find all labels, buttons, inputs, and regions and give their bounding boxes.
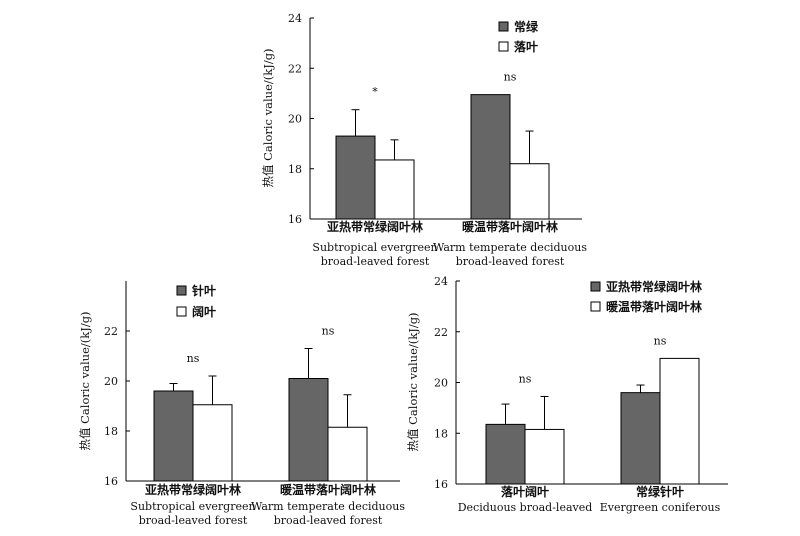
legend-swatch [176,285,187,296]
significance-marker: ns [322,325,335,338]
y-tick-label: 20 [104,375,118,388]
y-axis-title: 热值 Caloric value/(kJ/g) [78,311,92,450]
significance-marker: ns [187,352,200,365]
bar-white [524,428,565,485]
legend-swatch [498,41,509,52]
category-label-en: Warm temperate deciduous [251,500,405,513]
category-label-en: Subtropical evergreen [130,500,255,513]
chart-panel-1: 16 18 20 22 24 热值 Caloric value/(kJ/g) * 亚热带常绿阔… [261,12,587,268]
bar-gray [335,135,376,220]
category-label-zh: 暖温带落叶阔叶林 [462,219,558,234]
y-tick-label: 22 [434,326,448,339]
y-tick-label: 16 [104,475,118,488]
legend-swatch [176,306,187,317]
category-label-en: Evergreen coniferous [600,501,721,514]
legend-label: 常绿 [514,19,539,34]
legend-label: 针叶 [192,283,216,298]
y-axis-title: 热值 Caloric value/(kJ/g) [406,312,420,451]
category-label-en-line2: broad-leaved forest [321,255,430,268]
significance-marker: * [372,86,378,99]
legend-label: 暖温带落叶阔叶林 [606,299,702,314]
category-label-en: Subtropical evergreen [312,241,437,254]
y-axis-title: 热值 Caloric value/(kJ/g) [261,48,275,187]
bar-white [327,426,368,482]
bar-white [374,159,415,220]
category-label-zh: 落叶阔叶 [501,484,549,499]
category-label-en: Deciduous broad-leaved [458,501,593,514]
significance-marker: ns [519,372,532,385]
legend-swatch [590,281,601,292]
bar-white [509,163,550,220]
category-label-en-line2: broad-leaved forest [274,514,383,527]
bar-white [192,404,233,482]
y-tick-label: 22 [104,325,118,338]
bar-gray [153,390,194,482]
y-tick-label: 16 [288,213,302,226]
y-tick-label: 22 [288,62,302,75]
chart-panel-3: 16 18 20 22 24 热值 Caloric value/(kJ/g) ns 落叶阔叶 D… [406,275,728,514]
y-tick-label: 24 [434,275,448,288]
category-label-zh: 常绿针叶 [636,484,684,499]
bar-gray [470,94,511,220]
bar-gray [288,378,329,482]
category-label-zh: 暖温带落叶阔叶林 [280,482,376,497]
category-label-en-line2: broad-leaved forest [139,514,248,527]
bar-gray [485,423,526,485]
bar-white [659,357,700,485]
y-tick-label: 18 [288,163,302,176]
legend-label: 落叶 [514,39,538,54]
legend-label: 亚热带常绿阔叶林 [606,279,702,294]
significance-marker: ns [654,334,667,347]
y-tick-label: 18 [434,427,448,440]
bar-gray [620,392,661,485]
legend-swatch [498,21,509,32]
legend-swatch [590,301,601,312]
category-label-en: Warm temperate deciduous [433,241,587,254]
y-tick-label: 18 [104,425,118,438]
category-label-en-line2: broad-leaved forest [456,255,565,268]
y-tick-label: 16 [434,478,448,491]
y-tick-label: 20 [434,377,448,390]
category-label-zh: 亚热带常绿阔叶林 [145,482,241,497]
y-tick-label: 24 [288,12,302,25]
significance-marker: ns [504,71,517,84]
y-tick-label: 20 [288,113,302,126]
chart-panel-2: 16 18 20 22 热值 Caloric value/(kJ/g) ns 亚热带常绿阔叶… [78,281,405,527]
legend-label: 阔叶 [192,304,216,319]
category-label-zh: 亚热带常绿阔叶林 [327,219,423,234]
